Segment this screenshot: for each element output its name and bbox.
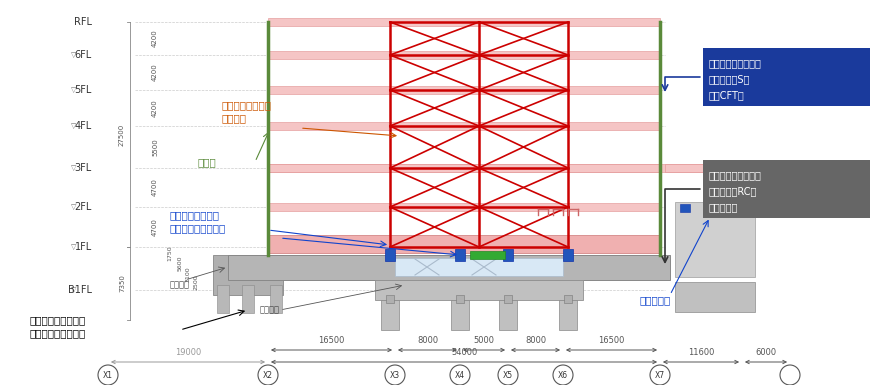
Text: X3: X3 <box>390 370 400 380</box>
Text: 2500: 2500 <box>194 274 199 290</box>
Text: X1: X1 <box>103 370 113 380</box>
Text: B1FL: B1FL <box>68 285 92 295</box>
Text: 3100: 3100 <box>186 266 190 282</box>
Text: 1750: 1750 <box>167 245 172 261</box>
Bar <box>268 18 660 26</box>
Text: 3FL: 3FL <box>75 163 92 173</box>
Text: ▽: ▽ <box>71 123 77 129</box>
Text: 54000: 54000 <box>451 348 477 357</box>
Text: ▽: ▽ <box>71 287 77 293</box>
Text: RFL: RFL <box>74 17 92 27</box>
Text: 一部CFT造: 一部CFT造 <box>709 90 744 100</box>
Bar <box>703 160 870 218</box>
Bar <box>270 285 282 313</box>
Bar <box>268 51 660 59</box>
Text: 構造種別：RC造: 構造種別：RC造 <box>709 186 758 196</box>
Text: 免震層（積層ゴム
＋オイルダンパー）: 免震層（積層ゴム ＋オイルダンパー） <box>170 210 226 233</box>
Text: 5500: 5500 <box>152 138 158 156</box>
Bar <box>675 202 755 277</box>
Text: 5FL: 5FL <box>75 85 92 95</box>
Text: 4200: 4200 <box>152 99 158 117</box>
Text: 4200: 4200 <box>152 64 158 81</box>
Bar <box>268 164 660 172</box>
Bar <box>242 285 254 313</box>
Bar <box>395 258 563 276</box>
Bar <box>499 300 517 330</box>
Bar <box>740 204 750 212</box>
Bar <box>268 203 660 211</box>
Text: 1FL: 1FL <box>75 242 92 252</box>
Text: X4: X4 <box>455 370 465 380</box>
Bar <box>504 295 512 303</box>
Bar <box>217 285 229 313</box>
Bar <box>675 282 755 312</box>
Text: X2: X2 <box>263 370 273 380</box>
Text: 地下構造：耕震構造: 地下構造：耕震構造 <box>709 170 762 180</box>
Text: 3650: 3650 <box>410 268 416 286</box>
Text: 16500: 16500 <box>598 336 625 345</box>
Text: 4700: 4700 <box>152 179 158 196</box>
Text: ▽: ▽ <box>71 165 77 171</box>
Text: 27500: 27500 <box>119 123 125 146</box>
Text: 5600: 5600 <box>178 255 182 271</box>
Bar <box>470 251 505 259</box>
Text: 外周柱: 外周柱 <box>198 157 216 167</box>
Bar <box>268 243 660 251</box>
Text: すべり支承: すべり支承 <box>640 295 671 305</box>
Text: 4200: 4200 <box>152 30 158 47</box>
Text: 6000: 6000 <box>755 348 776 357</box>
Text: X6: X6 <box>558 370 568 380</box>
Text: ▽: ▽ <box>71 244 77 250</box>
Bar <box>375 280 583 300</box>
Bar <box>451 300 469 330</box>
Text: 4FL: 4FL <box>75 121 92 131</box>
Text: ▽: ▽ <box>71 87 77 93</box>
Text: コアに集約された
耕震変素: コアに集約された 耕震変素 <box>222 100 272 123</box>
Bar <box>680 204 690 212</box>
Text: 16500: 16500 <box>319 336 345 345</box>
Bar <box>564 295 572 303</box>
Text: 11600: 11600 <box>688 348 715 357</box>
Text: 7350: 7350 <box>119 275 125 293</box>
Text: 19000: 19000 <box>175 348 202 357</box>
Text: ▽: ▽ <box>71 204 77 210</box>
Text: 5000: 5000 <box>473 336 495 345</box>
Text: 既製コンクリート杠
（杠頭半剛接接合）: 既製コンクリート杠 （杠頭半剛接接合） <box>30 315 86 338</box>
Bar <box>665 164 750 172</box>
Bar <box>456 295 464 303</box>
Bar <box>455 249 465 261</box>
Bar <box>386 295 394 303</box>
Text: 上部構造：免震構造: 上部構造：免震構造 <box>709 58 762 68</box>
Text: 一部鉄骨造: 一部鉄骨造 <box>709 202 738 212</box>
Text: 基礎下端: 基礎下端 <box>260 305 280 314</box>
Text: 6FL: 6FL <box>75 50 92 60</box>
Bar <box>268 164 720 172</box>
Bar <box>268 235 660 253</box>
Bar <box>503 249 513 261</box>
Text: ▽: ▽ <box>71 52 77 58</box>
Text: 8000: 8000 <box>525 336 546 345</box>
Bar <box>381 300 399 330</box>
Bar <box>213 255 283 295</box>
Text: X7: X7 <box>655 370 665 380</box>
Text: 4700: 4700 <box>152 218 158 236</box>
Bar <box>228 255 670 280</box>
Text: 基礎下端: 基礎下端 <box>170 280 190 289</box>
Bar <box>563 249 573 261</box>
Bar <box>268 86 660 94</box>
Text: 8000: 8000 <box>417 336 438 345</box>
Bar <box>703 48 870 106</box>
Bar <box>268 122 660 130</box>
Text: 構造種別：S造: 構造種別：S造 <box>709 74 751 84</box>
Bar <box>385 249 395 261</box>
Bar <box>559 300 577 330</box>
Bar <box>720 204 730 212</box>
Text: 2FL: 2FL <box>75 202 92 212</box>
Text: X5: X5 <box>503 370 513 380</box>
